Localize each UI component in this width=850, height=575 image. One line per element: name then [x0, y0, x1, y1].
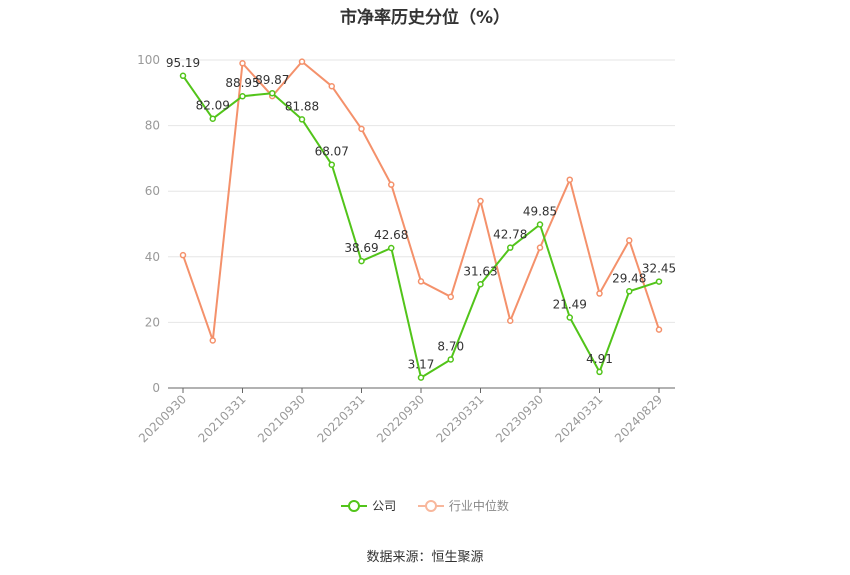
- legend-item-company[interactable]: 公司: [341, 497, 396, 514]
- legend-item-industry-median[interactable]: 行业中位数: [417, 497, 509, 514]
- data-label: 81.88: [285, 99, 319, 113]
- data-point: [209, 337, 216, 344]
- data-point: [507, 317, 514, 325]
- y-tick-label: 20: [145, 315, 160, 329]
- x-tick-label: 20220331: [315, 392, 368, 445]
- y-tick-label: 40: [145, 250, 160, 264]
- data-point: [507, 244, 514, 251]
- x-tick-label: 20230331: [434, 392, 487, 445]
- data-label: 31.63: [463, 264, 497, 278]
- data-label: 29.48: [612, 271, 646, 285]
- legend-label-industry-median: 行业中位数: [448, 499, 509, 513]
- legend-marker-industry-median: [417, 499, 444, 513]
- y-tick-label: 80: [145, 119, 160, 133]
- data-label: 4.91: [586, 352, 613, 366]
- data-point: [536, 221, 544, 228]
- y-tick-label: 60: [145, 184, 160, 198]
- data-label: 42.78: [493, 228, 527, 242]
- legend-label-company: 公司: [372, 499, 397, 513]
- series-line-industry-median: [182, 60, 660, 342]
- data-label: 82.09: [196, 99, 230, 113]
- data-point: [655, 278, 663, 285]
- data-point: [269, 89, 276, 97]
- data-point: [209, 115, 216, 122]
- x-tick-label: 20220930: [374, 392, 427, 445]
- data-label: 3.17: [408, 358, 435, 372]
- data-point: [388, 181, 395, 188]
- data-point: [328, 161, 335, 168]
- y-tick-label: 0: [152, 381, 160, 395]
- x-tick-label: 20240829: [612, 392, 665, 445]
- x-tick-label: 20210930: [255, 392, 308, 445]
- data-point: [626, 237, 633, 244]
- data-label: 21.49: [553, 298, 587, 312]
- data-label: 95.19: [166, 56, 200, 70]
- data-point: [477, 197, 484, 205]
- data-point: [477, 281, 484, 288]
- data-point: [566, 314, 573, 321]
- data-label: 42.68: [374, 228, 408, 242]
- x-tick-label: 20240331: [553, 392, 606, 445]
- data-point: [298, 116, 306, 123]
- series-line-company: [182, 75, 660, 379]
- data-point: [298, 58, 306, 65]
- data-point: [447, 293, 454, 301]
- data-point: [596, 368, 603, 376]
- data-label: 38.69: [344, 241, 378, 255]
- data-point: [179, 251, 187, 259]
- y-tick-label: 100: [137, 53, 160, 67]
- data-point: [596, 290, 603, 297]
- chart-title: 市净率历史分位（%）: [339, 8, 511, 28]
- data-point: [388, 244, 395, 252]
- data-point: [447, 356, 454, 363]
- data-source-note: 数据来源：恒生聚源: [366, 550, 484, 565]
- data-label: 32.45: [642, 262, 676, 276]
- legend-marker-company: [341, 499, 368, 513]
- chart-legend: 公司 行业中位数: [0, 497, 850, 516]
- x-tick-label: 20210331: [196, 392, 249, 445]
- data-point: [328, 82, 335, 90]
- data-point: [417, 278, 425, 285]
- data-point: [358, 257, 365, 265]
- x-tick-label: 20230930: [493, 392, 546, 445]
- data-point: [417, 374, 425, 381]
- data-label: 68.07: [315, 145, 349, 159]
- data-point: [239, 92, 246, 100]
- data-label: 49.85: [523, 204, 557, 218]
- data-point: [536, 244, 544, 251]
- data-label: 8.70: [437, 339, 464, 353]
- data-point: [655, 326, 663, 333]
- x-tick-label: 20200930: [136, 392, 189, 445]
- data-point: [358, 125, 365, 133]
- data-point: [179, 72, 187, 80]
- data-point: [566, 176, 573, 183]
- data-point: [239, 60, 246, 67]
- data-label: 88.95: [225, 76, 259, 90]
- data-point: [626, 288, 633, 295]
- data-label: 89.87: [255, 73, 289, 87]
